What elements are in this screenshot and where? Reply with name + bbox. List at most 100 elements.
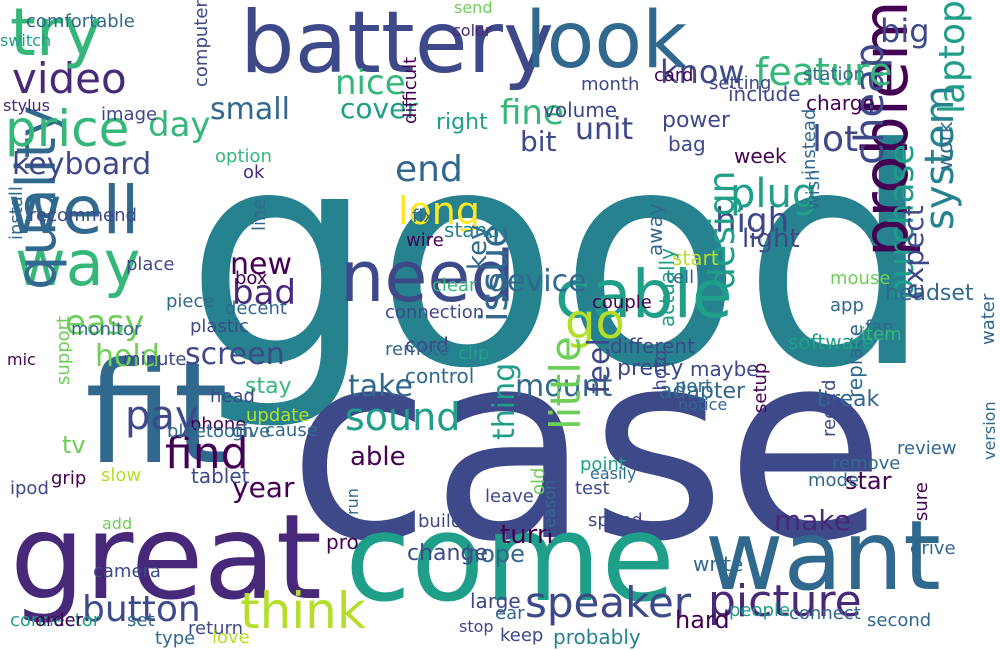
word-decent: decent (225, 298, 287, 319)
word-color: color (452, 21, 492, 40)
word-tablet: tablet (191, 464, 250, 488)
word-grip: grip (51, 468, 87, 489)
word-station: station (803, 64, 865, 85)
word-test: test (575, 478, 610, 499)
word-type: type (155, 628, 196, 649)
word-know: know (660, 53, 745, 91)
word-adapter: adapter (659, 379, 746, 404)
word-cable: cable (555, 256, 733, 333)
word-fine: fine (500, 93, 564, 133)
word-comfortable: comfortable (26, 11, 135, 32)
word-recommend: recommend (29, 205, 137, 226)
word-stylus: stylus (3, 96, 50, 115)
word-headset: headset (885, 281, 974, 306)
word-keyboard: keyboard (12, 147, 152, 182)
word-connect: connect (789, 603, 861, 624)
word-item: item (861, 324, 902, 345)
word-piece: piece (166, 291, 215, 312)
word-cord: cord (405, 333, 449, 357)
word-clip: clip (458, 343, 490, 364)
word-box: box (235, 268, 268, 289)
word-order: order (35, 610, 83, 631)
word-hope: hope (465, 540, 525, 568)
word-wish: wish (803, 169, 824, 210)
word-great: great (10, 488, 322, 626)
word-screen: screen (185, 337, 285, 372)
word-second: second (867, 610, 932, 631)
word-small: small (210, 92, 290, 127)
word-able: able (350, 442, 406, 472)
word-good: good (185, 85, 933, 434)
word-think: think (240, 582, 366, 640)
word-connection: connection (385, 302, 485, 323)
word-price: price (5, 100, 130, 158)
word-run: run (343, 488, 362, 515)
word-include: include (728, 82, 801, 106)
word-version: version (980, 401, 999, 460)
word-charge: charge (806, 91, 875, 115)
word-lot: lot (812, 119, 859, 160)
word-hard: hard (675, 606, 730, 634)
word-setting: setting (709, 73, 772, 94)
word-instead: instead (799, 108, 820, 175)
word-fix: fix (412, 206, 434, 227)
word-stay: stay (245, 374, 292, 399)
word-want: want (705, 500, 941, 612)
word-long: long (398, 189, 481, 233)
word-update: update (246, 405, 310, 426)
word-work: work (933, 121, 957, 170)
word-start: start (672, 246, 719, 270)
word-bad: bad (232, 273, 296, 313)
word-set: set (127, 610, 155, 631)
word-mic: mic (7, 350, 36, 369)
word-big: big (880, 12, 930, 50)
word-mount: mount (515, 369, 613, 404)
word-need: need (340, 236, 515, 318)
word-easily: easily (590, 464, 637, 483)
word-high: high (715, 201, 790, 241)
word-case: case (288, 297, 886, 599)
word-remove: remove (832, 453, 901, 474)
word-end: end (395, 149, 463, 190)
word-image: image (101, 104, 158, 125)
word-phone: phone (190, 414, 247, 435)
word-button: button (82, 589, 201, 630)
word-water: water (978, 293, 999, 345)
word-well: well (8, 172, 140, 249)
word-ear: ear (495, 603, 525, 624)
word-control: control (405, 364, 475, 388)
word-little: little (541, 336, 590, 430)
word-couple: couple (592, 292, 652, 313)
word-bit: bit (520, 125, 557, 158)
word-write: write (693, 552, 744, 576)
word-new: new (230, 247, 293, 282)
word-software: software (788, 330, 874, 354)
word-right: right (436, 110, 488, 135)
word-people: people (729, 600, 791, 621)
word-cause: cause (265, 420, 318, 441)
word-install: install (6, 186, 27, 240)
word-picture: picture (708, 576, 862, 627)
word-connector: connector (10, 610, 101, 631)
word-send: send (454, 0, 493, 17)
word-actually: actually (655, 248, 679, 327)
word-point: point (580, 454, 626, 475)
word-find: find (165, 428, 249, 479)
word-drive: drive (910, 538, 956, 559)
word-maybe: maybe (690, 357, 759, 381)
word-large: large (470, 589, 521, 613)
word-way: way (15, 227, 141, 300)
word-make: make (774, 504, 851, 537)
word-difficult: difficult (400, 56, 421, 124)
word-keep: keep (500, 625, 544, 646)
word-day: day (148, 105, 211, 145)
word-port: port (675, 376, 712, 397)
word-year: year (232, 471, 295, 504)
word-app: app (830, 295, 864, 316)
word-mouse: mouse (830, 268, 891, 289)
word-nice: nice (335, 63, 406, 103)
word-notice: notice (678, 395, 728, 414)
word-device: device (488, 264, 587, 299)
word-turn: turn (500, 520, 554, 550)
